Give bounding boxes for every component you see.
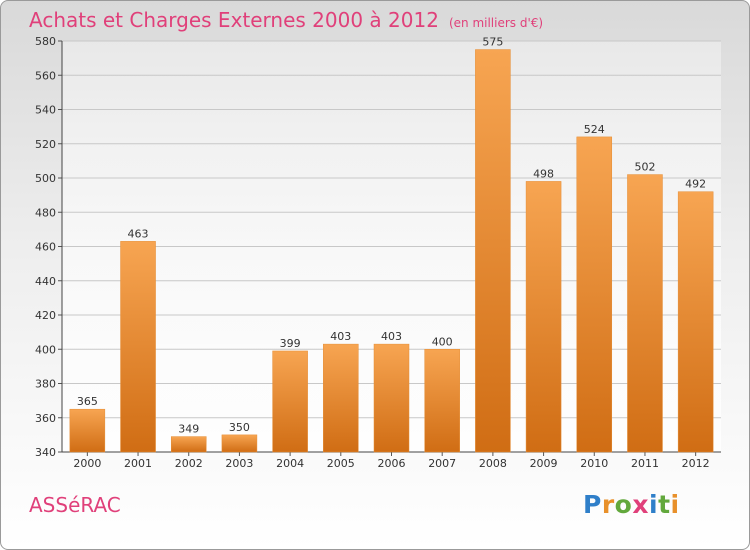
bar-2000 — [69, 408, 106, 453]
x-tick-label-2006: 2006 — [378, 457, 406, 470]
logo-letter: i — [670, 490, 680, 519]
y-tick-label: 380 — [35, 378, 56, 391]
logo-letter: t — [658, 490, 671, 519]
y-tick-label: 400 — [35, 343, 56, 356]
y-tick-label: 340 — [35, 446, 56, 459]
data-label-2001: 463 — [128, 227, 149, 240]
y-tick-label: 500 — [35, 172, 56, 185]
data-label-2012: 492 — [685, 178, 706, 191]
y-tick-label: 460 — [35, 241, 56, 254]
bar-2003 — [221, 434, 258, 453]
y-tick-label: 540 — [35, 104, 56, 117]
x-tick-label-2010: 2010 — [580, 457, 608, 470]
bar-2009 — [525, 181, 562, 453]
x-tick-label-2001: 2001 — [124, 457, 152, 470]
data-label-2000: 365 — [77, 395, 98, 408]
y-tick-label: 520 — [35, 138, 56, 151]
x-tick-label-2003: 2003 — [225, 457, 253, 470]
x-tick-label-2008: 2008 — [479, 457, 507, 470]
chart-unit: (en milliers d'€) — [448, 16, 544, 30]
bars — [69, 49, 714, 453]
x-tick-label-2000: 2000 — [73, 457, 101, 470]
bar-2006 — [373, 343, 410, 453]
data-label-2006: 403 — [381, 330, 402, 343]
data-labels: 365 463 349 350 399 403 403 400 575 498 524 502 492 — [77, 36, 706, 436]
bar-2002 — [170, 436, 207, 453]
x-tick-label-2004: 2004 — [276, 457, 304, 470]
proxiti-logo[interactable]: Proxiti — [583, 490, 680, 519]
y-tick-label: 360 — [35, 412, 56, 425]
data-label-2003: 350 — [229, 421, 250, 434]
commune-name: ASSéRAC — [29, 493, 121, 517]
chart-title: Achats et Charges Externes 2000 à 2012 (e… — [29, 8, 543, 32]
data-label-2004: 399 — [280, 337, 301, 350]
bar-2001 — [120, 241, 156, 453]
y-tick-label: 580 — [35, 35, 56, 48]
data-label-2007: 400 — [432, 335, 453, 348]
x-tick-label-2002: 2002 — [175, 457, 203, 470]
axes: 340 360 380 400 420 440 460 480 500 520 540 560 580 2… — [35, 35, 721, 470]
x-tick-label-2007: 2007 — [428, 457, 456, 470]
logo-letter: P — [583, 490, 602, 519]
logo-letter: i — [649, 490, 659, 519]
data-label-2002: 349 — [178, 423, 199, 436]
x-tick-label-2009: 2009 — [530, 457, 558, 470]
bar-2004 — [272, 350, 308, 453]
bar-2012 — [677, 191, 714, 453]
logo-letter: x — [632, 490, 649, 519]
bar-2008 — [475, 49, 511, 453]
chart-title-text: Achats et Charges Externes 2000 à 2012 — [29, 8, 439, 32]
x-tick-label-2011: 2011 — [631, 457, 659, 470]
data-label-2005: 403 — [330, 330, 351, 343]
data-label-2009: 498 — [533, 167, 554, 180]
logo-letter: o — [614, 490, 633, 519]
x-tick-label-2005: 2005 — [327, 457, 355, 470]
bar-2011 — [627, 174, 663, 453]
y-tick-label: 420 — [35, 309, 56, 322]
bar-2010 — [576, 136, 613, 453]
y-tick-label: 480 — [35, 206, 56, 219]
x-tick-label-2012: 2012 — [682, 457, 710, 470]
bar-2005 — [323, 343, 359, 453]
bar-2007 — [424, 349, 460, 453]
data-label-2010: 524 — [584, 123, 605, 136]
logo-letter: r — [601, 490, 615, 519]
data-label-2008: 575 — [482, 36, 503, 49]
y-tick-label: 440 — [35, 275, 56, 288]
data-label-2011: 502 — [634, 161, 655, 174]
y-tick-label: 560 — [35, 69, 56, 82]
